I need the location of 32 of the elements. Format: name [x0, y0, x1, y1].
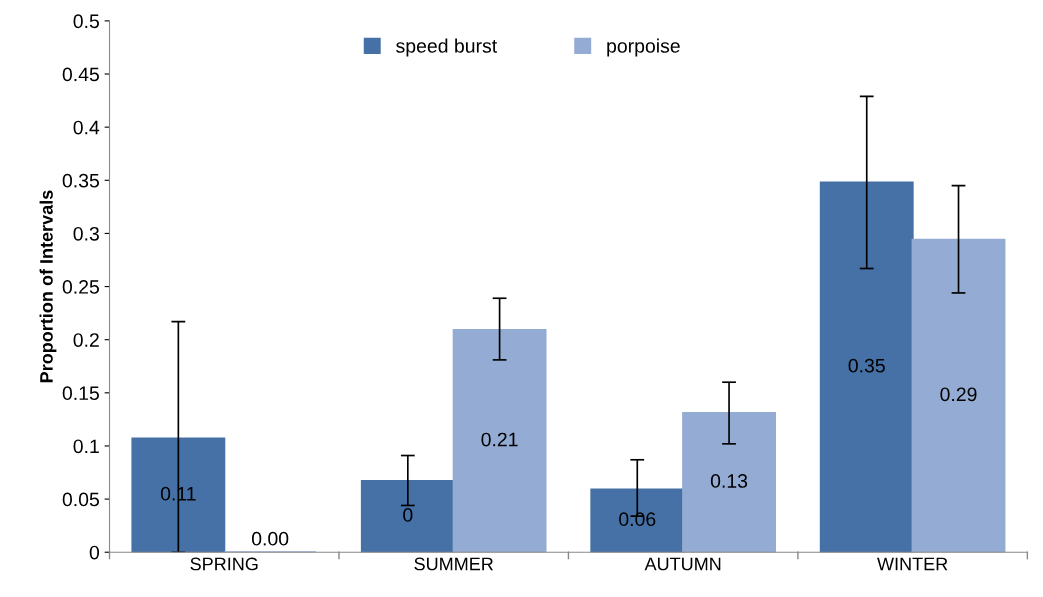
legend-label: porpoise: [607, 38, 680, 57]
bar: [131, 437, 226, 553]
x-tick-label: SUMMER: [414, 557, 493, 571]
y-tick-label: 0: [89, 545, 100, 560]
legend-label: speed burst: [396, 38, 498, 57]
y-tick-label: 0.35: [62, 173, 99, 188]
bar: [452, 329, 547, 553]
bar: [682, 411, 776, 553]
y-tick-label: 0.4: [73, 120, 100, 135]
data-label: 0.13: [710, 474, 748, 488]
bar: [819, 181, 914, 553]
y-tick-label: 0.3: [73, 226, 99, 241]
y-tick-label: 0.2: [73, 333, 99, 347]
y-tick-label: 0.1: [73, 439, 99, 454]
y-tick-label: 0.45: [62, 67, 99, 82]
y-tick-label: 0.15: [62, 386, 99, 401]
bar: [360, 479, 455, 553]
y-tick-label: 0.5: [73, 14, 99, 29]
data-label: 0.06: [619, 512, 656, 527]
data-label: 0.21: [481, 432, 518, 447]
x-tick-label: WINTER: [877, 557, 948, 571]
y-tick-label: 0.05: [62, 492, 99, 507]
bar: [590, 488, 685, 553]
y-axis-title: Proportion of Intervals: [39, 190, 57, 383]
x-tick-label: AUTUMN: [644, 557, 721, 571]
data-label: 0.00: [251, 531, 289, 546]
data-label: 0.29: [940, 387, 977, 402]
bar: [911, 238, 1006, 553]
data-label: 0: [403, 508, 413, 522]
data-label: 0.35: [848, 358, 885, 373]
x-tick-label: SPRING: [190, 557, 258, 571]
y-tick-label: 0.25: [62, 280, 99, 294]
